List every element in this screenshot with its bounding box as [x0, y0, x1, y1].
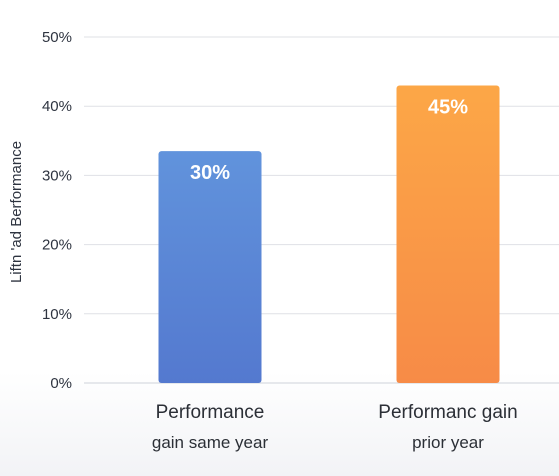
y-tick-label: 20% [42, 237, 72, 254]
y-tick-label: 30% [42, 167, 72, 184]
x-tick-label: Performance [156, 402, 265, 423]
y-tick-label: 50% [42, 29, 72, 46]
bars [158, 85, 500, 383]
x-tick-label: prior year [412, 433, 484, 452]
y-tick-label: 10% [42, 306, 72, 323]
x-tick-label: Performanc gain [378, 402, 517, 423]
x-tick-label: gain same year [152, 433, 269, 452]
labels: 0% 10% 20% 30% 40% 50% 30% Performance gain same… [42, 29, 518, 452]
y-axis-label: Liftn 'ad Berformance [8, 141, 25, 283]
y-tick-label: 0% [50, 375, 72, 392]
y-tick-label: 40% [42, 98, 72, 115]
bar-2 [396, 85, 500, 383]
bar-1-value-label: 30% [190, 162, 230, 184]
bar-2-value-label: 45% [428, 96, 468, 118]
bar-1 [158, 151, 262, 383]
